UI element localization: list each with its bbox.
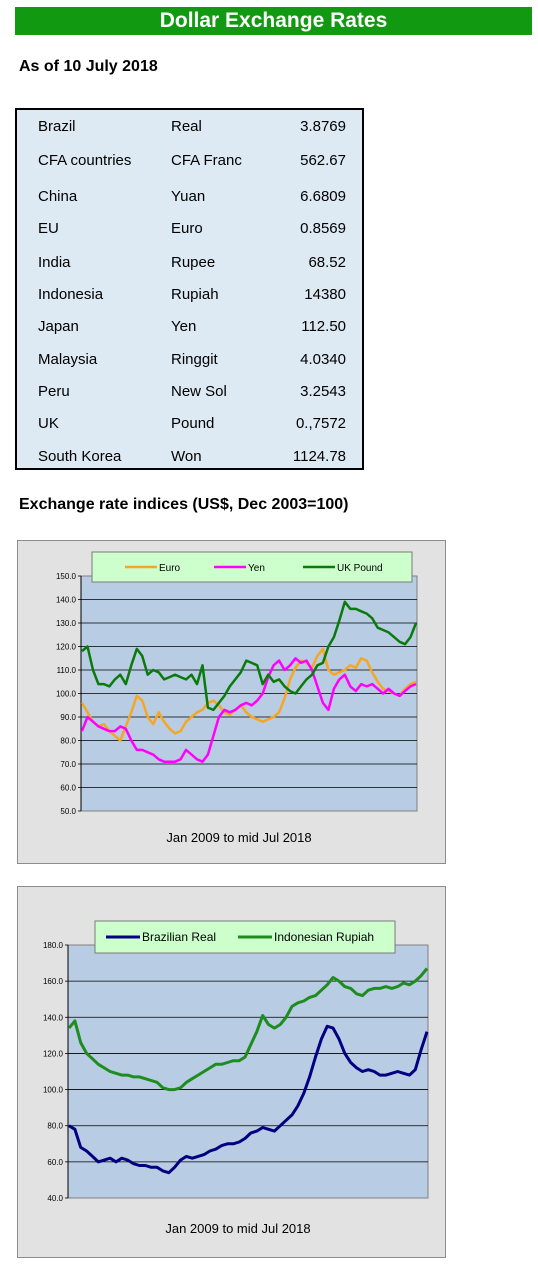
- country-name: EU: [38, 220, 59, 237]
- y-tick-label: 160.0: [43, 977, 64, 986]
- series-line-uk-pound: [81, 600, 418, 712]
- series-line-brazilian-real: [68, 1024, 429, 1175]
- rate-value: 0.,7572: [295, 415, 346, 432]
- rate-row: EU Euro 0.8569: [17, 220, 362, 242]
- legend-label: Brazilian Real: [142, 930, 216, 944]
- y-tick-label: 130.0: [56, 619, 77, 628]
- country-name: Malaysia: [38, 351, 98, 368]
- y-tick-label: 100.0: [43, 1086, 64, 1095]
- rate-value: 6.6809: [300, 188, 346, 205]
- indices-heading: Exchange rate indices (US$, Dec 2003=100…: [19, 496, 349, 513]
- exchange-rates-table: Brazil Real 3.8769 CFA countries CFA Franc 56…: [15, 108, 364, 470]
- y-tick-label: 80.0: [47, 1122, 63, 1131]
- currency-name: Rupee: [171, 254, 216, 271]
- y-tick-label: 180.0: [43, 941, 64, 950]
- currency-name: Rupiah: [171, 286, 219, 303]
- rate-value: 3.2543: [300, 383, 346, 400]
- rate-row: Malaysia Ringgit 4.0340: [17, 351, 362, 373]
- euro-yen-pound-index-chart: 150.0 140.0 130.0 120.0 110.0 100.0 90.0 80.0 70…: [17, 540, 446, 864]
- series-line-indonesian-rupiah: [67, 967, 429, 1092]
- y-tick-label: 120.0: [43, 1049, 64, 1058]
- page-title-banner: Dollar Exchange Rates: [15, 7, 532, 35]
- country-name: UK: [38, 415, 59, 432]
- currency-name: Yuan: [171, 188, 206, 205]
- y-tick-label: 100.0: [56, 690, 77, 699]
- series-line-yen: [80, 657, 417, 763]
- y-tick-label: 40.0: [47, 1194, 63, 1203]
- legend-label: Yen: [248, 563, 265, 574]
- series-line-euro: [80, 647, 417, 742]
- rate-value: 0.8569: [300, 220, 346, 237]
- currency-name: New Sol: [171, 383, 227, 400]
- rate-row: Brazil Real 3.8769: [17, 118, 362, 140]
- rate-row: South Korea Won 1124.78: [17, 448, 362, 470]
- currency-name: Yen: [171, 318, 197, 335]
- x-axis-caption: Jan 2009 to mid Jul 2018: [165, 1221, 310, 1236]
- country-name: South Korea: [38, 448, 122, 465]
- y-tick-label: 80.0: [60, 737, 76, 746]
- country-name: CFA countries: [38, 152, 132, 169]
- rate-row: CFA countries CFA Franc 562.67: [17, 152, 362, 174]
- y-tick-label: 150.0: [56, 572, 77, 581]
- rate-value: 1124.78: [292, 448, 346, 465]
- y-tick-label: 50.0: [60, 807, 76, 816]
- real-rupiah-index-chart: 180.0 160.0 140.0 120.0 100.0 80.0 60.0 40.0 Bra…: [17, 886, 446, 1258]
- y-tick-label: 140.0: [43, 1013, 64, 1022]
- rate-value: 4.0340: [300, 351, 346, 368]
- rate-value: 3.8769: [300, 118, 346, 135]
- country-name: Brazil: [38, 118, 76, 135]
- rate-row: UK Pound 0.,7572: [17, 415, 362, 437]
- chart1-svg: 150.0 140.0 130.0 120.0 110.0 100.0 90.0 80.0 70…: [56, 551, 418, 845]
- rate-row: Peru New Sol 3.2543: [17, 383, 362, 405]
- currency-name: Ringgit: [171, 351, 218, 368]
- y-tick-label: 60.0: [60, 784, 76, 793]
- rate-row: India Rupee 68.52: [17, 254, 362, 276]
- country-name: Peru: [38, 383, 70, 400]
- legend-label: Euro: [159, 563, 181, 574]
- y-tick-label: 90.0: [60, 713, 76, 722]
- page-title: Dollar Exchange Rates: [159, 9, 388, 32]
- rate-value: 14380: [304, 286, 346, 303]
- y-tick-label: 140.0: [56, 596, 77, 605]
- legend-label: UK Pound: [337, 563, 383, 574]
- as-of-date: As of 10 July 2018: [19, 58, 158, 75]
- rate-value: 112.50: [301, 318, 346, 335]
- country-name: China: [38, 188, 78, 205]
- currency-name: Real: [171, 118, 202, 135]
- rate-row: China Yuan 6.6809: [17, 188, 362, 210]
- y-tick-label: 60.0: [47, 1158, 63, 1167]
- rate-value: 68.52: [308, 254, 346, 271]
- x-axis-caption: Jan 2009 to mid Jul 2018: [166, 830, 311, 845]
- legend-label: Indonesian Rupiah: [274, 930, 374, 944]
- rate-value: 562.67: [300, 152, 346, 169]
- chart2-svg: 180.0 160.0 140.0 120.0 100.0 80.0 60.0 40.0 Bra…: [43, 920, 429, 1236]
- rate-row: Indonesia Rupiah 14380: [17, 286, 362, 308]
- country-name: Japan: [38, 318, 79, 335]
- country-name: India: [38, 254, 71, 271]
- y-tick-label: 70.0: [60, 760, 76, 769]
- currency-name: Pound: [171, 415, 215, 432]
- currency-name: Won: [171, 448, 202, 465]
- rate-row: Japan Yen 112.50: [17, 318, 362, 340]
- currency-name: CFA Franc: [171, 152, 242, 169]
- country-name: Indonesia: [38, 286, 104, 303]
- currency-name: Euro: [171, 220, 203, 237]
- y-tick-label: 120.0: [56, 643, 77, 652]
- y-tick-label: 110.0: [57, 666, 77, 675]
